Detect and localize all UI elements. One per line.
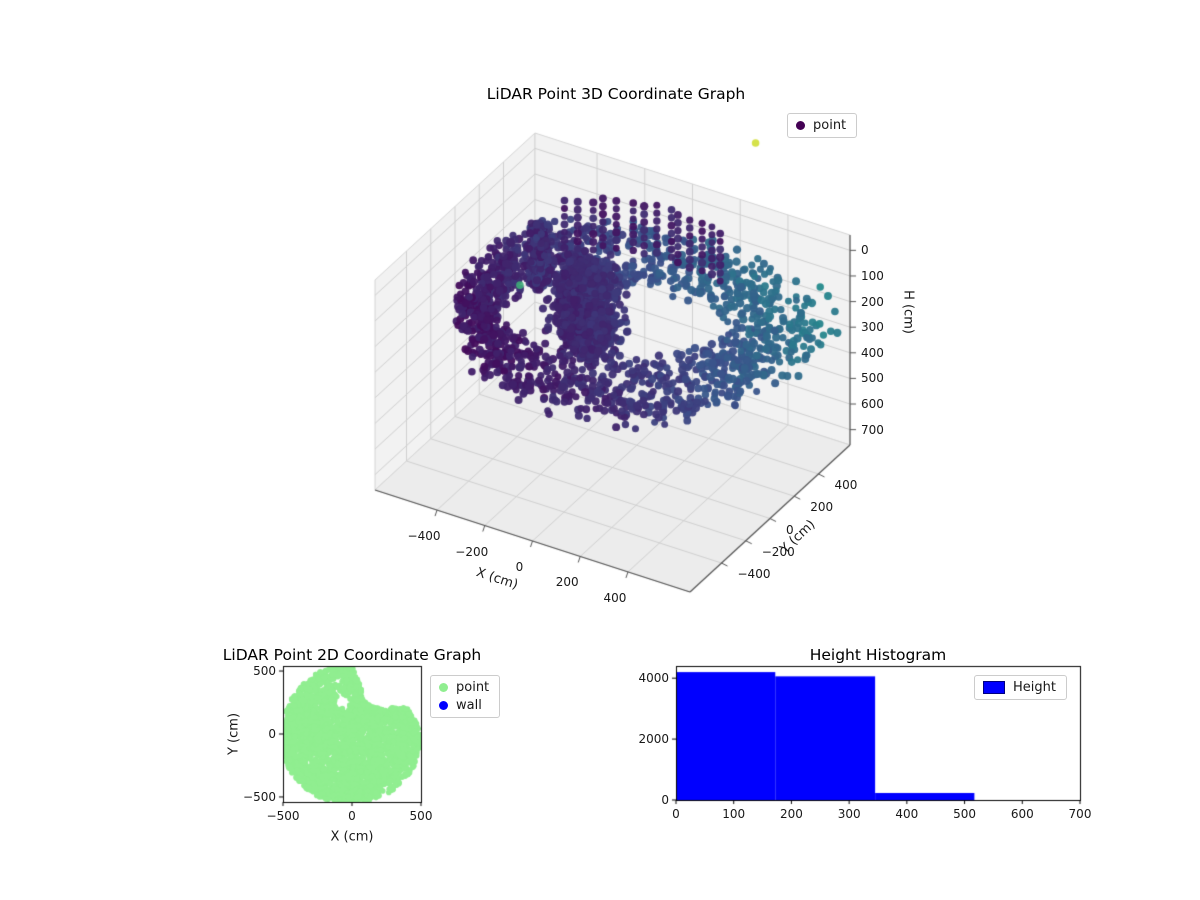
legend-label: wall [456,698,482,713]
plot3d-z-axis-label: H (cm) [900,290,916,334]
legend-entry-point: point [796,118,846,133]
legend-entry-wall: wall [439,698,489,713]
point-marker-icon [796,121,805,130]
plot2d-y-axis-label: Y (cm) [226,712,242,756]
wall-marker-icon [439,701,448,710]
plot3d-legend: point [787,113,858,138]
legend-entry-height: Height [983,680,1056,695]
plot2d-x-axis-label: X (cm) [330,829,374,845]
plot2d-legend: point wall [430,675,501,718]
legend-entry-point: point [439,680,489,695]
height-patch-icon [983,681,1005,694]
legend-label: Height [1013,680,1056,695]
legend-label: point [813,118,847,133]
point-marker-icon [439,683,448,692]
histogram-title: Height Histogram [809,646,947,664]
plot3d-title: LiDAR Point 3D Coordinate Graph [486,85,746,103]
histogram-legend: Height [974,675,1067,700]
legend-label: point [456,680,490,695]
plot2d-title: LiDAR Point 2D Coordinate Graph [222,646,482,664]
